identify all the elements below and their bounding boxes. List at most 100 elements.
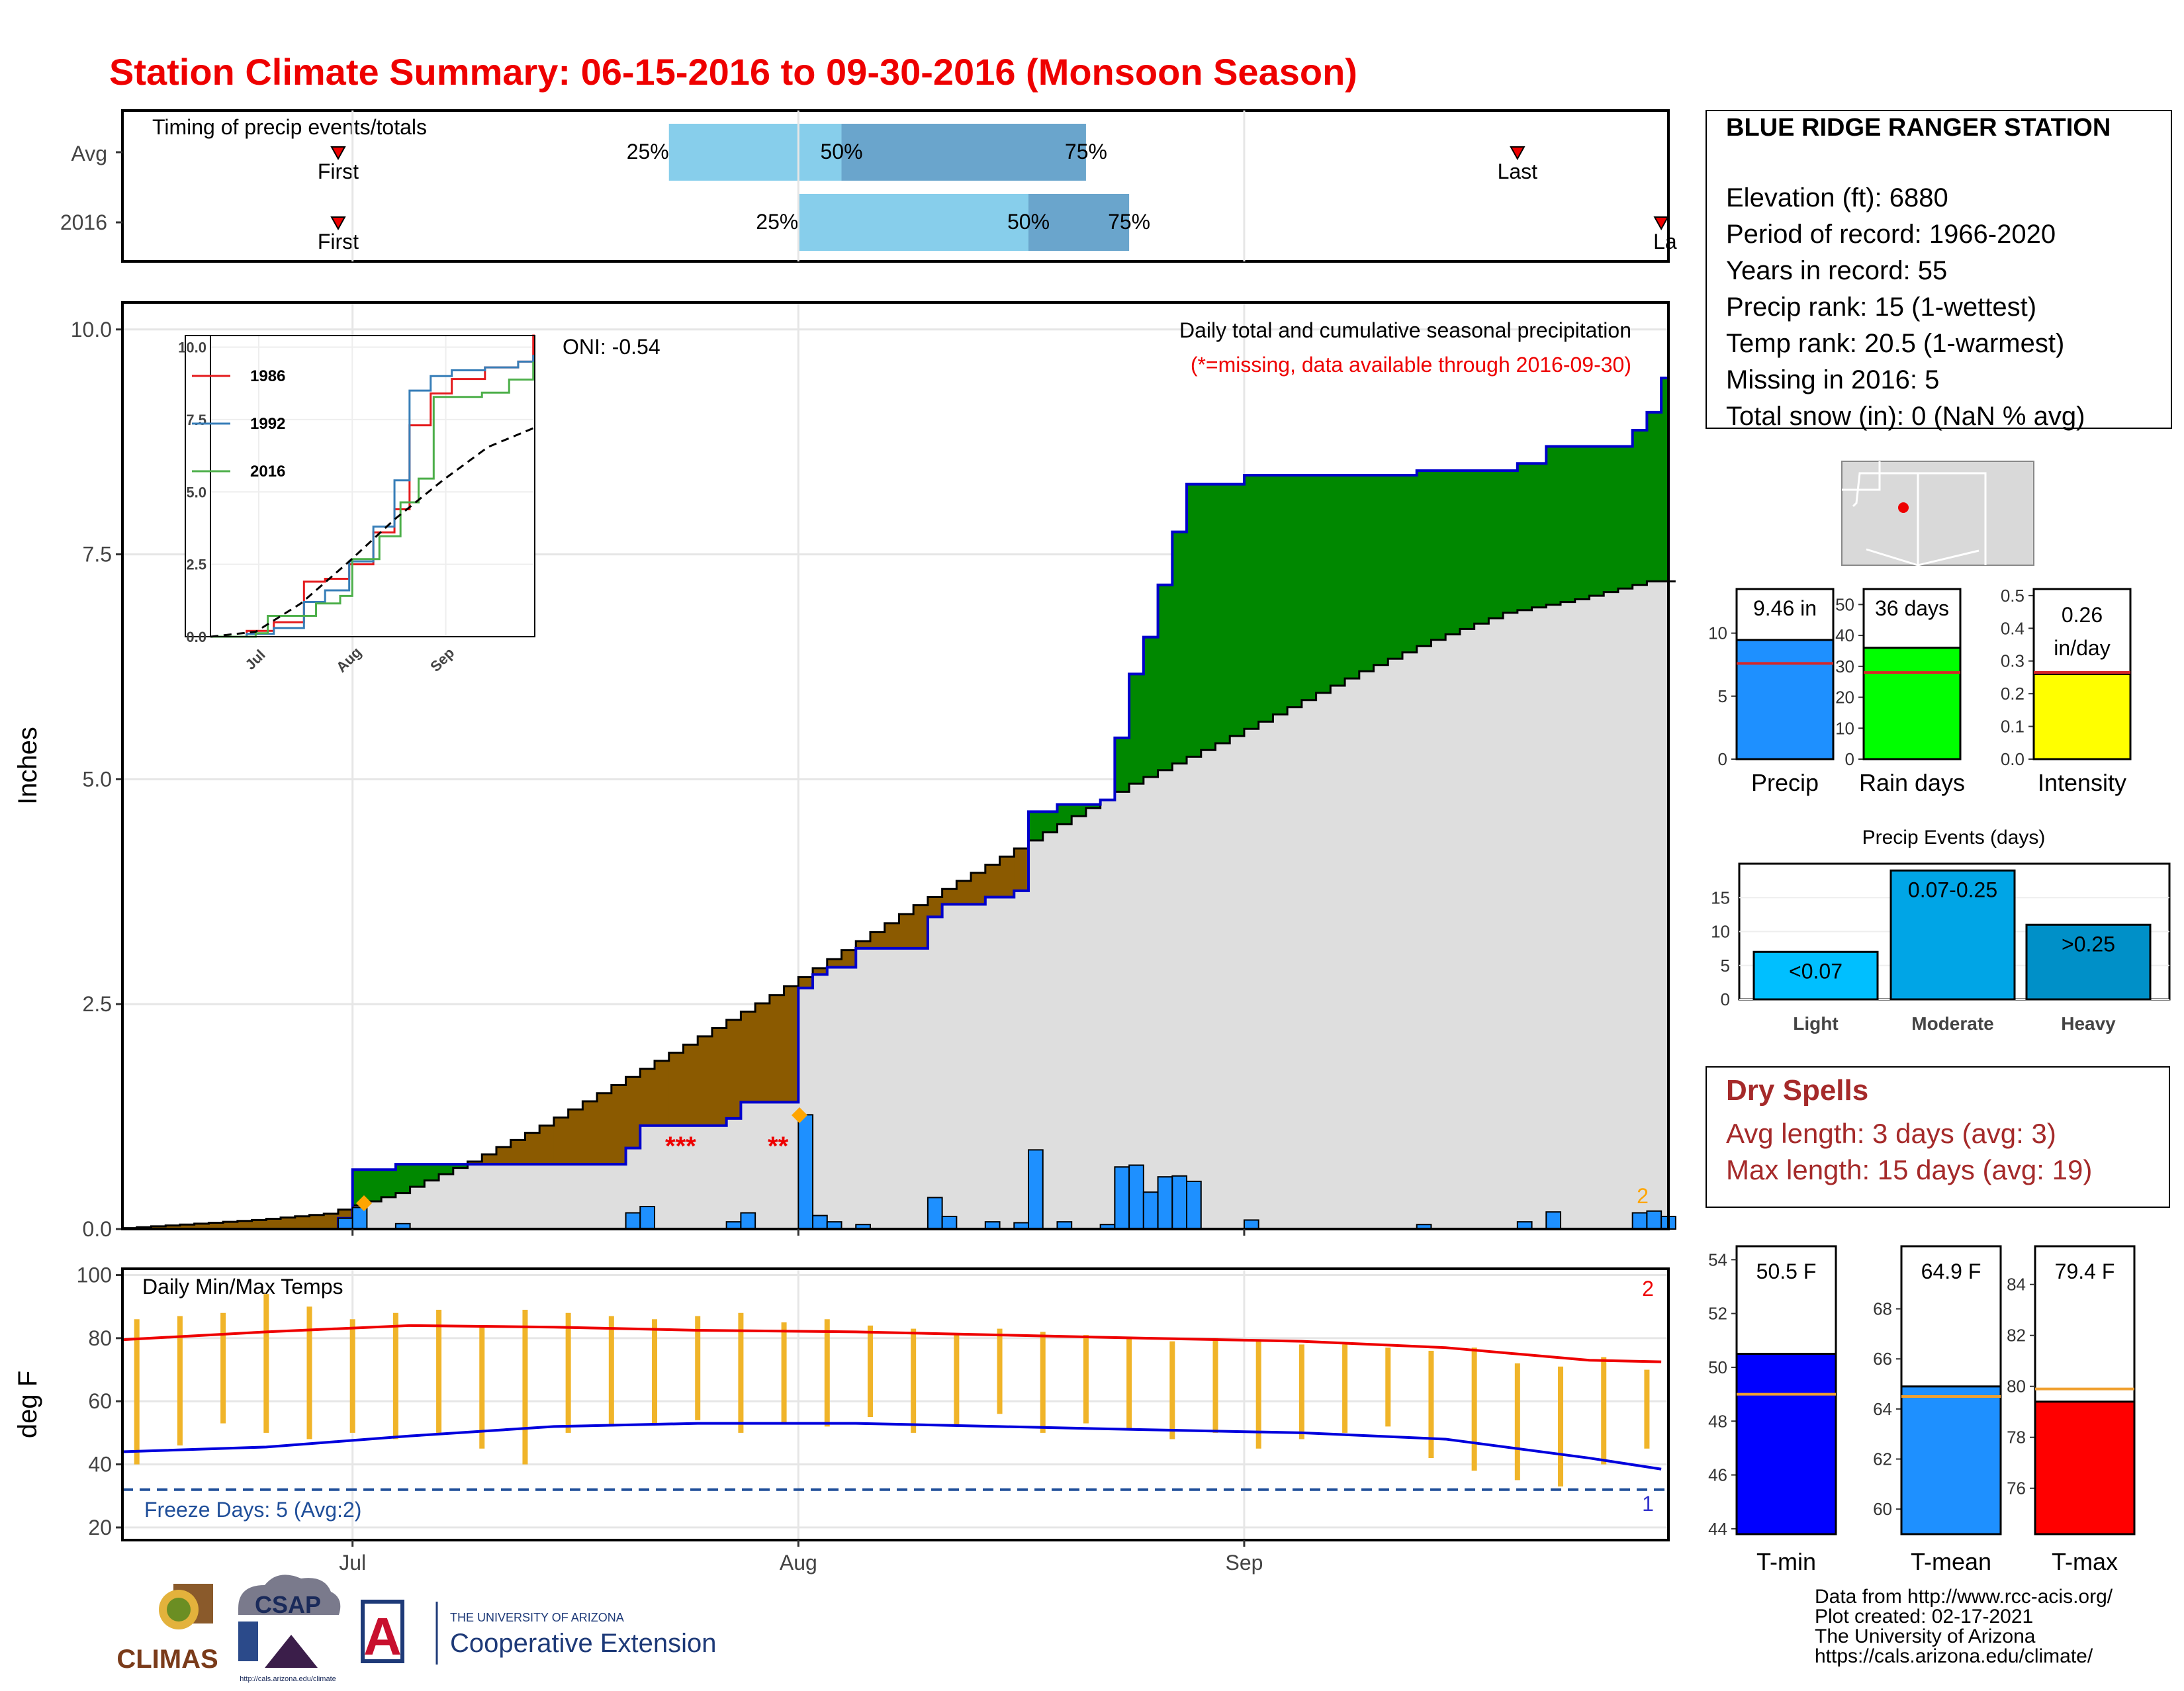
above-avg-fill-day-105 — [1632, 430, 1648, 585]
below-avg-fill-day-52 — [870, 932, 886, 948]
grey-fill-day-67 — [1085, 807, 1101, 1229]
below-avg-fill-day-47 — [798, 977, 813, 988]
daily-temp-range-bar-24 — [1169, 1341, 1175, 1440]
above-avg-fill-day-98 — [1531, 463, 1547, 608]
grey-fill-day-103 — [1604, 592, 1619, 1229]
xtick-label-Sep: Sep — [1225, 1551, 1263, 1575]
below-avg-fill-day-29 — [539, 1125, 555, 1165]
station-line-period: Period of record: 1966-2020 — [1726, 220, 2056, 249]
above-avg-fill-day-101 — [1574, 446, 1590, 600]
station-line-missing: Missing in 2016: 5 — [1726, 365, 1939, 394]
footer-line-data-source: Data from http://www.rcc-acis.org/ — [1815, 1586, 2113, 1608]
daily-temp-range-bar-3 — [263, 1294, 269, 1433]
grey-fill-day-25 — [482, 1164, 497, 1229]
station-name-line-1: BLUE RIDGE RANGER STATION — [1726, 114, 2111, 142]
summary-2-tick-5: 0.5 — [2001, 586, 2025, 606]
daily-precip-bar-18 — [1114, 1166, 1130, 1230]
summary-1-tick-1: 10 — [1835, 718, 1854, 738]
above-avg-fill-day-76 — [1215, 484, 1230, 744]
above-avg-fill-day-20 — [410, 1164, 425, 1187]
above-avg-fill-day-63 — [1028, 811, 1044, 841]
above-avg-fill-day-71 — [1143, 637, 1159, 777]
above-avg-fill-day-95 — [1488, 471, 1504, 619]
precip-caption: Daily total and cumulative seasonal prec… — [1179, 318, 1631, 342]
daily-temp-range-bar-27 — [1298, 1344, 1304, 1440]
grey-fill-day-39 — [683, 1125, 698, 1229]
grey-fill-day-48 — [813, 974, 828, 1229]
temp-summary-2-tick-4: 84 — [2007, 1275, 2026, 1295]
above-avg-fill-day-97 — [1517, 463, 1533, 610]
below-avg-fill-day-12 — [295, 1216, 310, 1229]
grey-fill-day-51 — [856, 948, 871, 1229]
temp-summary-1-tick-4: 68 — [1873, 1299, 1892, 1319]
above-avg-fill-day-85 — [1345, 475, 1360, 679]
above-avg-fill-day-93 — [1459, 471, 1475, 629]
daily-precip-bar-20 — [1142, 1191, 1159, 1230]
below-avg-fill-day-6 — [208, 1222, 224, 1229]
temp-ytick-label-3: 80 — [88, 1326, 112, 1350]
dry-spells-box: Dry Spells Avg length: 3 days (avg: 3) M… — [1706, 1066, 2170, 1208]
daily-precip-bar-23 — [1186, 1180, 1202, 1230]
below-avg-fill-day-42 — [726, 1019, 741, 1119]
inset-ytick-label-2: 5.0 — [186, 484, 206, 500]
events-bar-Heavy — [2025, 923, 2152, 1001]
grey-fill-day-29 — [539, 1164, 555, 1229]
inset-legend-2016: 2016 — [250, 463, 285, 480]
summary-label-0: Precip — [1751, 769, 1819, 796]
footer-line-url: https://cals.arizona.edu/climate/ — [1815, 1645, 2093, 1667]
grey-fill-day-60 — [985, 897, 1001, 1229]
grey-fill-day-100 — [1561, 602, 1576, 1229]
daily-temp-range-bar-0 — [134, 1319, 140, 1465]
below-avg-fill-day-55 — [913, 905, 929, 948]
daily-temp-range-bar-19 — [954, 1335, 960, 1427]
summary-1-tick-3: 30 — [1835, 657, 1854, 676]
precip-ytick-label-0: 0.0 — [83, 1217, 112, 1241]
temp-panel-label: Daily Min/Max Temps — [142, 1275, 343, 1299]
above-avg-fill-day-18 — [381, 1169, 396, 1197]
summary-label-1: Rain days — [1859, 769, 1965, 796]
inset-frame — [185, 335, 535, 637]
grey-fill-day-64 — [1042, 832, 1058, 1229]
summary-2-tick-2: 0.2 — [2001, 684, 2025, 704]
dry-spells-avg: Avg length: 3 days (avg: 3) — [1726, 1118, 2056, 1149]
summary-label-2: Intensity — [2038, 769, 2126, 796]
timing-2016-last-label: La — [1653, 230, 1677, 253]
grey-fill-day-82 — [1301, 700, 1317, 1229]
daily-precip-bar-22 — [1171, 1175, 1188, 1230]
cold-days-count: 1 — [1642, 1492, 1654, 1516]
timing-Avg-q2-box — [841, 124, 1086, 181]
grey-fill-day-24 — [467, 1164, 482, 1229]
below-avg-fill-day-54 — [899, 914, 914, 948]
grey-fill-day-30 — [553, 1164, 569, 1229]
daily-temp-range-bar-20 — [997, 1328, 1003, 1414]
csap-logo: CSAP http://cals.arizona.edu/climate — [238, 1575, 341, 1683]
grey-fill-day-17 — [367, 1201, 382, 1229]
timing-row-2016-label: 2016 — [60, 210, 107, 234]
below-avg-fill-day-3 — [165, 1225, 181, 1229]
grey-fill-day-83 — [1316, 692, 1331, 1229]
inset-ytick-label-0: 0.0 — [186, 629, 206, 645]
below-avg-fill-day-58 — [956, 880, 972, 905]
below-avg-fill-day-30 — [553, 1117, 569, 1165]
timing-Avg-first-marker — [330, 146, 346, 161]
state-border-new-mexico — [1918, 472, 1987, 565]
grey-fill-day-26 — [496, 1164, 512, 1229]
grey-fill-day-94 — [1474, 623, 1489, 1229]
below-avg-fill-day-53 — [884, 923, 900, 948]
below-avg-fill-day-49 — [827, 959, 842, 968]
above-avg-fill-day-19 — [395, 1164, 411, 1193]
above-avg-fill-day-102 — [1589, 446, 1604, 596]
timing-Avg-q1-box — [668, 124, 842, 181]
daily-temp-range-bar-7 — [436, 1309, 442, 1433]
below-avg-fill-day-43 — [741, 1011, 756, 1103]
daily-precip-bar-21 — [1157, 1176, 1173, 1230]
grey-fill-day-53 — [884, 948, 900, 1229]
grey-fill-day-81 — [1287, 707, 1302, 1229]
grey-fill-day-63 — [1028, 840, 1044, 1229]
inset-legend-1992: 1992 — [250, 415, 285, 433]
above-avg-fill-day-72 — [1158, 584, 1173, 770]
above-avg-fill-day-104 — [1617, 446, 1633, 589]
daily-temp-range-bar-10 — [565, 1312, 571, 1433]
precip-ytick-label-2: 5.0 — [83, 767, 112, 791]
below-avg-fill-day-59 — [971, 872, 986, 905]
